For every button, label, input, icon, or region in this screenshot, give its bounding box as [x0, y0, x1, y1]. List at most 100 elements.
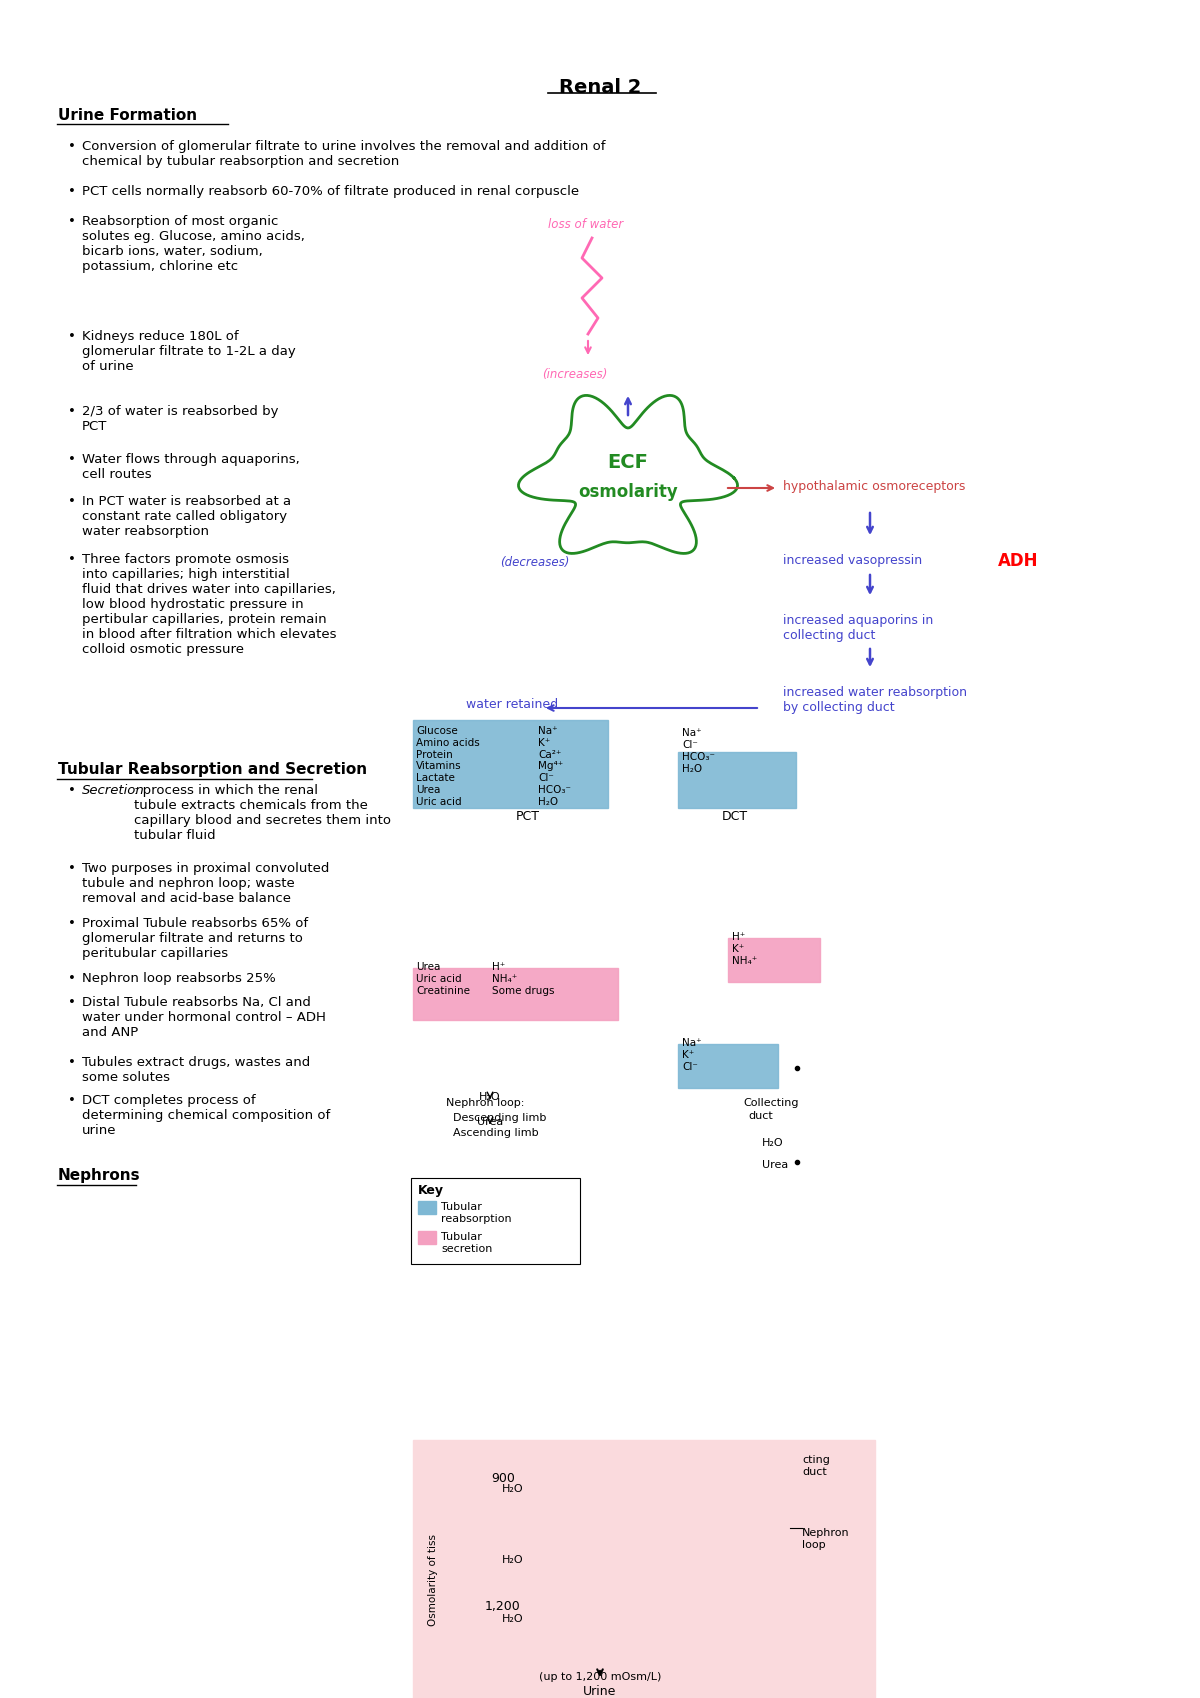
Text: Three factors promote osmosis
into capillaries; high interstitial
fluid that dri: Three factors promote osmosis into capil…: [82, 554, 336, 655]
Text: •: •: [68, 1056, 76, 1070]
Text: •: •: [68, 185, 76, 199]
Text: •: •: [68, 971, 76, 985]
Text: •: •: [68, 453, 76, 465]
Text: •: •: [68, 554, 76, 565]
Text: Na⁺: Na⁺: [682, 728, 702, 739]
Text: Glucose: Glucose: [416, 727, 457, 735]
Text: Nephron
loop: Nephron loop: [802, 1528, 850, 1550]
Text: Urea: Urea: [416, 963, 440, 971]
Text: NH₄⁺: NH₄⁺: [492, 975, 517, 985]
Text: Ca²⁺: Ca²⁺: [538, 749, 562, 759]
Text: Urea: Urea: [476, 1117, 503, 1127]
Text: Secretion: Secretion: [82, 784, 145, 796]
Text: •: •: [68, 917, 76, 931]
Text: •: •: [68, 329, 76, 343]
Text: 900: 900: [491, 1472, 515, 1486]
Text: Tubules extract drugs, wastes and
some solutes: Tubules extract drugs, wastes and some s…: [82, 1056, 311, 1083]
Text: loss of water: loss of water: [548, 217, 623, 231]
Text: Cl⁻: Cl⁻: [538, 773, 554, 783]
Text: osmolarity: osmolarity: [578, 482, 678, 501]
Text: Conversion of glomerular filtrate to urine involves the removal and addition of
: Conversion of glomerular filtrate to uri…: [82, 139, 606, 168]
Text: duct: duct: [748, 1110, 773, 1121]
Text: Uric acid: Uric acid: [416, 975, 462, 985]
Text: Na⁺: Na⁺: [538, 727, 558, 735]
FancyBboxPatch shape: [678, 1044, 778, 1088]
Text: Protein: Protein: [416, 749, 452, 759]
Text: K⁺: K⁺: [538, 739, 551, 747]
Text: Urea: Urea: [416, 784, 440, 795]
Text: Kidneys reduce 180L of
glomerular filtrate to 1-2L a day
of urine: Kidneys reduce 180L of glomerular filtra…: [82, 329, 295, 374]
Text: H⁺: H⁺: [732, 932, 745, 942]
Text: HCO₃⁻: HCO₃⁻: [682, 752, 715, 762]
Text: H₂O: H₂O: [682, 764, 702, 774]
Text: Lactate: Lactate: [416, 773, 455, 783]
Text: : process in which the renal
tubule extracts chemicals from the
capillary blood : : process in which the renal tubule extr…: [134, 784, 391, 842]
Text: DCT completes process of
determining chemical composition of
urine: DCT completes process of determining che…: [82, 1094, 330, 1138]
Text: Vitamins: Vitamins: [416, 761, 462, 771]
Text: water retained: water retained: [466, 698, 558, 711]
Text: •: •: [68, 496, 76, 508]
Text: •: •: [68, 1094, 76, 1107]
FancyBboxPatch shape: [413, 1440, 875, 1698]
Text: increased vasopressin: increased vasopressin: [784, 554, 922, 567]
Text: Mg⁴⁺: Mg⁴⁺: [538, 761, 563, 771]
Text: ECF: ECF: [607, 452, 648, 472]
Text: Urea: Urea: [762, 1160, 788, 1170]
Text: Cl⁻: Cl⁻: [682, 1061, 698, 1071]
Text: (increases): (increases): [542, 368, 607, 380]
Text: increased aquaporins in
collecting duct: increased aquaporins in collecting duct: [784, 615, 934, 642]
Text: PCT cells normally reabsorb 60-70% of filtrate produced in renal corpuscle: PCT cells normally reabsorb 60-70% of fi…: [82, 185, 580, 199]
FancyBboxPatch shape: [413, 720, 608, 808]
Text: Nephrons: Nephrons: [58, 1168, 140, 1184]
Text: Some drugs: Some drugs: [492, 987, 554, 997]
Text: Urine: Urine: [583, 1684, 617, 1698]
Text: •: •: [68, 997, 76, 1009]
Text: Cl⁻: Cl⁻: [682, 740, 698, 751]
Text: •: •: [68, 784, 76, 796]
Text: Nephron loop reabsorbs 25%: Nephron loop reabsorbs 25%: [82, 971, 276, 985]
FancyBboxPatch shape: [678, 752, 796, 808]
Text: H₂O: H₂O: [762, 1138, 784, 1148]
Text: hypothalamic osmoreceptors: hypothalamic osmoreceptors: [784, 481, 965, 492]
Text: Proximal Tubule reabsorbs 65% of
glomerular filtrate and returns to
peritubular : Proximal Tubule reabsorbs 65% of glomeru…: [82, 917, 308, 959]
Text: In PCT water is reabsorbed at a
constant rate called obligatory
water reabsorpti: In PCT water is reabsorbed at a constant…: [82, 496, 292, 538]
Text: Two purposes in proximal convoluted
tubule and nephron loop; waste
removal and a: Two purposes in proximal convoluted tubu…: [82, 863, 329, 905]
Text: H₂O: H₂O: [502, 1484, 524, 1494]
Text: H₂O: H₂O: [538, 796, 558, 807]
Text: Creatinine: Creatinine: [416, 987, 470, 997]
Text: •: •: [68, 406, 76, 418]
Text: Na⁺: Na⁺: [682, 1037, 702, 1048]
Text: DCT: DCT: [722, 810, 748, 824]
Text: NH₄⁺: NH₄⁺: [732, 956, 757, 966]
Text: Collecting: Collecting: [743, 1099, 798, 1109]
Text: Nephron loop:: Nephron loop:: [446, 1099, 524, 1109]
Text: •: •: [68, 216, 76, 228]
FancyBboxPatch shape: [410, 1178, 580, 1263]
FancyBboxPatch shape: [418, 1200, 436, 1214]
Text: •: •: [68, 139, 76, 153]
Text: (decreases): (decreases): [500, 555, 569, 569]
FancyBboxPatch shape: [728, 937, 820, 981]
Text: Amino acids: Amino acids: [416, 739, 480, 747]
Text: Water flows through aquaporins,
cell routes: Water flows through aquaporins, cell rou…: [82, 453, 300, 481]
Text: 1,200: 1,200: [485, 1600, 521, 1613]
Text: Tubular Reabsorption and Secretion: Tubular Reabsorption and Secretion: [58, 762, 367, 778]
Text: Tubular
secretion: Tubular secretion: [442, 1233, 492, 1253]
Text: Ascending limb: Ascending limb: [454, 1127, 539, 1138]
FancyBboxPatch shape: [418, 1231, 436, 1245]
Text: 2/3 of water is reabsorbed by
PCT: 2/3 of water is reabsorbed by PCT: [82, 406, 278, 433]
Text: HCO₃⁻: HCO₃⁻: [538, 784, 571, 795]
Text: H₂O: H₂O: [502, 1555, 524, 1566]
Text: Tubular
reabsorption: Tubular reabsorption: [442, 1202, 511, 1224]
Text: •: •: [68, 863, 76, 874]
Text: K⁺: K⁺: [682, 1049, 695, 1060]
Text: H₂O: H₂O: [502, 1615, 524, 1623]
Text: K⁺: K⁺: [732, 944, 744, 954]
Text: PCT: PCT: [516, 810, 540, 824]
Text: H₂O: H₂O: [479, 1092, 500, 1102]
Text: Renal 2: Renal 2: [559, 78, 641, 97]
Text: Urine Formation: Urine Formation: [58, 109, 197, 122]
Text: H⁺: H⁺: [492, 963, 505, 971]
Text: Distal Tubule reabsorbs Na, Cl and
water under hormonal control – ADH
and ANP: Distal Tubule reabsorbs Na, Cl and water…: [82, 997, 326, 1039]
Text: (up to 1,200 mOsm/L): (up to 1,200 mOsm/L): [539, 1673, 661, 1683]
